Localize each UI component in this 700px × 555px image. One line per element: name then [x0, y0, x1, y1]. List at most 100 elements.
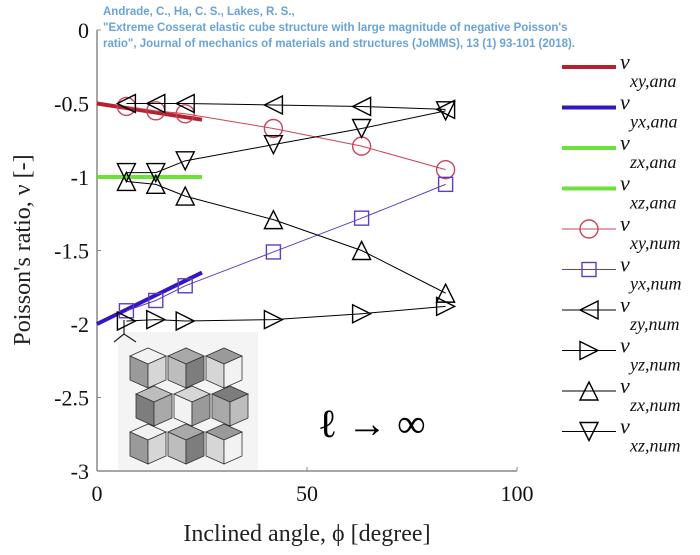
data-point-triangle-left: [435, 99, 456, 120]
cube-block-right: [147, 431, 167, 465]
y-tick-label: -1.5: [54, 239, 89, 264]
data-point-square: [437, 176, 454, 193]
legend-subscript: yx,ana: [628, 112, 677, 132]
series-zy-num: [115, 93, 456, 120]
legend-entry: νzy,num: [562, 292, 680, 334]
legend-symbol: ν: [620, 333, 630, 358]
legend-symbol: ν: [620, 414, 630, 439]
data-point-triangle-left: [115, 93, 137, 114]
legend: νxy,anaνyx,anaνzx,anaνxz,anaνxy,numνyx,n…: [562, 49, 681, 456]
series-yz-num: [116, 296, 457, 332]
x-axis-title: Inclined angle, ϕ [degree]: [183, 521, 430, 547]
legend-subscript: xz,ana: [629, 193, 677, 213]
numerical-line: [126, 110, 446, 174]
citation-title: "Extreme Cosserat elastic cube structure…: [103, 22, 568, 34]
legend-subscript: zx,ana: [629, 152, 677, 172]
legend-subscript: xz,num: [629, 436, 681, 456]
legend-symbol: ν: [620, 130, 630, 155]
numerical-line: [126, 105, 446, 171]
analytical-line: [96, 101, 203, 122]
citation-journal: ratio", Journal of mechanics of material…: [103, 38, 575, 50]
data-point-triangle-down: [116, 162, 137, 184]
data-point-square: [265, 244, 282, 260]
cube-block-right: [223, 431, 243, 465]
legend-subscript: yx,num: [628, 274, 681, 294]
data-point-circle: [175, 104, 195, 124]
data-point-triangle-up: [175, 185, 196, 206]
citation: Andrade, C., Ha, C. S., Lakes, R. S., "E…: [103, 4, 575, 52]
legend-marker-circle: [579, 219, 599, 239]
series-xz-num: [116, 101, 456, 184]
y-tick-label: -2.5: [54, 386, 89, 411]
data-point-triangle-up: [351, 239, 372, 261]
legend-marker-square: [581, 261, 597, 278]
legend-entry: νxz,ana: [562, 171, 677, 213]
data-point-triangle-down: [435, 101, 456, 122]
data-point-triangle-left: [262, 94, 284, 116]
y-tick-label: 0: [78, 18, 89, 43]
data-point-triangle-down: [351, 118, 372, 140]
legend-entry: νyx,num: [562, 252, 681, 294]
legend-symbol: ν: [620, 292, 630, 317]
data-point-circle: [263, 118, 284, 139]
cube-block-right: [229, 393, 249, 427]
legend-symbol: ν: [620, 252, 630, 277]
numerical-line: [126, 180, 446, 294]
legend-subscript: xy,num: [629, 233, 680, 253]
length-scale-annotation: ℓ → ∞: [318, 401, 426, 446]
legend-symbol: ν: [620, 211, 630, 236]
data-point-triangle-right: [146, 309, 167, 330]
y-tick-label: -2: [71, 312, 89, 337]
series-zx-num: [116, 170, 456, 303]
legend-entry: νyz,num: [562, 333, 681, 375]
legend-subscript: zx,num: [629, 395, 681, 415]
y-tick-label: -0.5: [54, 92, 89, 117]
x-tick-label: 50: [296, 481, 318, 506]
cube-block-right: [185, 355, 205, 389]
data-point-triangle-up: [263, 209, 284, 230]
legend-subscript: zy,num: [629, 314, 680, 334]
data-point-triangle-left: [351, 96, 372, 117]
data-point-triangle-up: [116, 170, 137, 192]
legend-symbol: ν: [620, 373, 630, 398]
data-point-triangle-up: [435, 282, 456, 303]
legend-marker-triangle-down: [578, 421, 600, 443]
data-point-triangle-right: [175, 310, 196, 332]
y-tick-label: -3: [71, 459, 89, 484]
legend-entry: νzx,num: [562, 373, 681, 415]
cube-block-right: [191, 393, 211, 427]
data-point-triangle-right: [263, 309, 284, 330]
y-axis-title: Poisson's ratio, ν [-]: [10, 154, 36, 345]
series-yx-num: [118, 176, 454, 319]
y-tick-label: -1: [71, 165, 89, 190]
legend-marker-triangle-up: [578, 380, 600, 401]
legend-subscript: yz,num: [628, 355, 681, 375]
legend-symbol: ν: [620, 49, 630, 74]
legend-entry: νxy,num: [562, 211, 680, 253]
data-point-triangle-down: [175, 151, 196, 172]
data-point-square: [353, 210, 370, 226]
data-point-triangle-up: [145, 173, 166, 195]
legend-marker-triangle-right: [579, 340, 600, 361]
legend-entry: νzx,ana: [562, 130, 677, 172]
numerical-line: [126, 183, 446, 312]
legend-entry: νxy,ana: [562, 49, 677, 91]
data-point-square: [148, 292, 164, 309]
data-point-square: [177, 278, 193, 294]
series-layer: [96, 93, 457, 332]
cube-block-right: [153, 393, 173, 427]
data-point-triangle-right: [116, 310, 137, 332]
cube-block-right: [223, 355, 243, 389]
cube-structure-image: [113, 320, 258, 470]
data-point-circle: [435, 159, 456, 180]
data-point-triangle-down: [145, 162, 166, 184]
cube-block-right: [147, 355, 167, 389]
legend-symbol: ν: [620, 171, 630, 196]
legend-subscript: xy,ana: [629, 71, 677, 91]
data-point-triangle-right: [351, 303, 373, 324]
series-xy-ana: [96, 101, 203, 122]
x-tick-label: 100: [501, 481, 534, 506]
series-xy-num: [116, 96, 456, 180]
data-point-triangle-down: [263, 134, 284, 156]
